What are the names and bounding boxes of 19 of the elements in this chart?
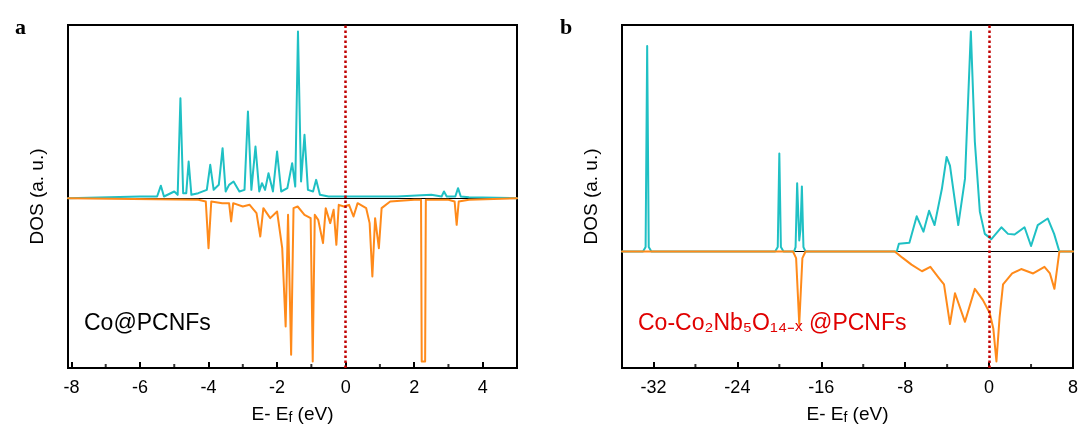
x-tick-label: 4 [477, 377, 488, 397]
x-tick-label: 8 [1067, 377, 1079, 397]
chart-title: a [15, 13, 26, 39]
y-axis-title: DOS (a. u.) [26, 148, 47, 245]
x-tick-label: -2 [269, 377, 286, 397]
x-tick-label: -8 [63, 377, 80, 397]
y-axis-title: DOS (a. u.) [580, 148, 601, 245]
annotation: Co-Co₂Nb₅O₁₄₋ₓ @PCNFs [638, 308, 907, 335]
x-tick-label: -8 [897, 377, 914, 397]
x-tick-label: 0 [984, 377, 995, 397]
chart-title: b [560, 13, 573, 39]
x-tick-label: -6 [131, 377, 148, 397]
x-tick-label: -32 [640, 377, 667, 397]
x-tick-label: -16 [808, 377, 835, 397]
annotation: Co@PCNFs [84, 308, 211, 335]
x-tick-label: -4 [200, 377, 217, 397]
x-tick-label: -24 [724, 377, 751, 397]
x-tick-label: 2 [409, 377, 420, 397]
x-tick-label: 0 [340, 377, 351, 397]
